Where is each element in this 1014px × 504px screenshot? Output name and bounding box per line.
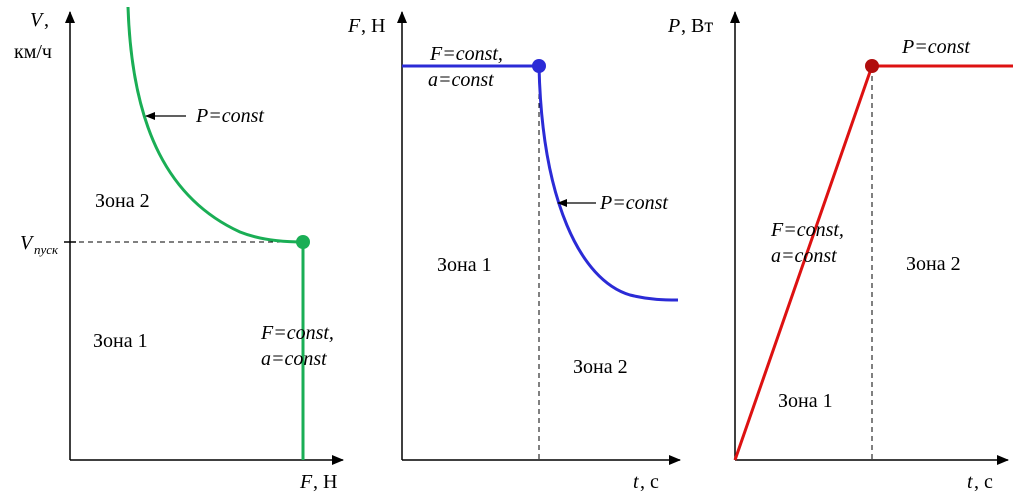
chart1-x-label-unit: , Н (313, 471, 337, 493)
chart2-y-label-var: F (347, 15, 361, 37)
chart2-label-accel: a=const (428, 69, 494, 91)
chart3-x-label-var: t (967, 471, 973, 493)
chart3-y-label-unit: , Вт (681, 15, 713, 37)
chart3-label-zone1: Зона 1 (778, 390, 833, 412)
chart3-label-power: P=const (901, 36, 970, 58)
chart2-label-zone2: Зона 2 (573, 356, 628, 378)
chart1-tick-vpusk-sub: пуск (34, 242, 59, 257)
chart2-x-label-var: t (633, 471, 639, 493)
chart1-y-label-var: V (30, 9, 45, 31)
chart2-curve-power (537, 65, 679, 302)
chart1-y-label-comma: , (44, 9, 49, 31)
chart-1: V , км/ч F , Н V пуск P=const Зона 2 Зон… (14, 6, 344, 493)
chart3-label-accel: a=const (771, 245, 837, 267)
chart3-label-force: F=const, (770, 219, 844, 241)
chart3-x-label-unit: , с (974, 471, 993, 493)
chart1-label-zone1: Зона 1 (93, 330, 148, 352)
chart2-label-zone1: Зона 1 (437, 254, 492, 276)
chart-3: P , Вт t , с P=const F=const, a=const Зо… (667, 11, 1013, 493)
chart2-y-label-unit: , Н (361, 15, 385, 37)
chart3-y-label-var: P (667, 15, 680, 37)
chart1-y-label-unit: км/ч (14, 41, 52, 63)
chart1-label-accel: a=const (261, 348, 327, 370)
chart1-x-label-var: F (299, 471, 313, 493)
chart1-tick-vpusk: V (20, 232, 35, 254)
chart1-marker (296, 235, 310, 249)
chart1-curve-power (126, 6, 304, 244)
chart3-label-zone2: Зона 2 (906, 253, 961, 275)
chart2-label-power: P=const (599, 192, 668, 214)
chart3-marker (865, 59, 879, 73)
chart-2: F , Н t , с F=const, a=const P=const Зон… (347, 11, 681, 493)
chart2-marker (532, 59, 546, 73)
chart1-label-force: F=const, (260, 322, 334, 344)
chart1-label-power: P=const (195, 105, 264, 127)
chart3-line-ramp (733, 65, 874, 461)
chart2-label-force: F=const, (429, 43, 503, 65)
chart2-x-label-unit: , с (640, 471, 659, 493)
chart1-label-zone2: Зона 2 (95, 190, 150, 212)
